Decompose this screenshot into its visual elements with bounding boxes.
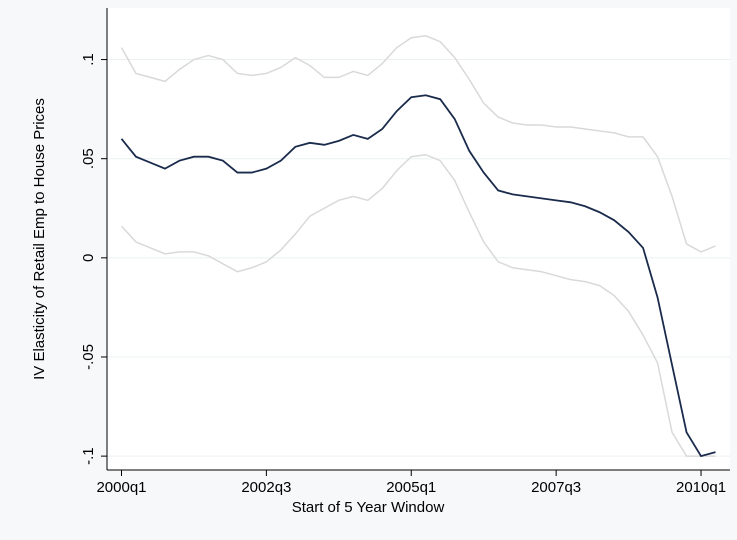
plot-area [107, 8, 730, 470]
y-tick-label: -.05 [80, 344, 97, 370]
x-axis-label: Start of 5 Year Window [292, 499, 445, 516]
series-line [120, 153, 716, 457]
series-line [120, 34, 716, 253]
series-line [120, 94, 716, 458]
y-tick-label: .05 [80, 148, 97, 169]
y-tick-label: .1 [80, 53, 97, 66]
x-tick-label: 2002q3 [241, 479, 291, 496]
y-axis-label: IV Elasticity of Retail Emp to House Pri… [31, 98, 48, 380]
x-tick-label: 2000q1 [96, 479, 146, 496]
y-tick-label: -.1 [80, 447, 97, 465]
x-tick-label: 2005q1 [386, 479, 436, 496]
x-tick-label: 2007q3 [531, 479, 581, 496]
y-tick-label: 0 [80, 254, 97, 262]
x-tick-label: 2010q1 [676, 479, 726, 496]
